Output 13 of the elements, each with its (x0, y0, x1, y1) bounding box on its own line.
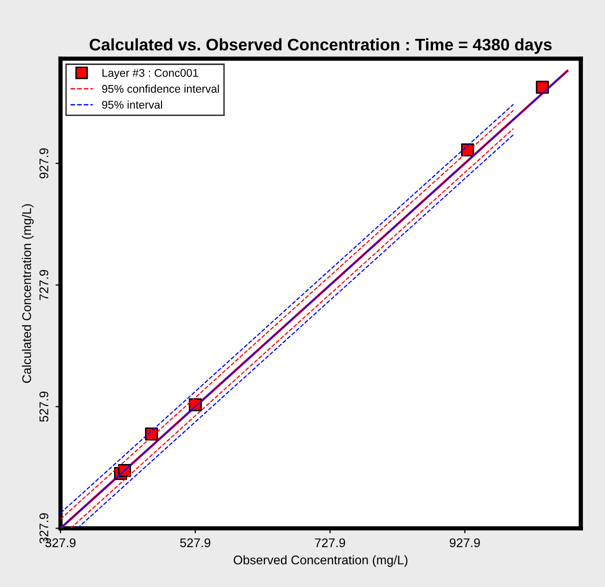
y-tick-label: 527.9 (39, 392, 48, 422)
chart-title: Calculated vs. Observed Concentration : Time = 4380 days (90, 38, 552, 54)
x-tick-label: 927.9 (450, 538, 480, 548)
x-tick-label: 527.9 (180, 538, 210, 548)
y-tick-label: 927.9 (39, 148, 48, 178)
y-axis-title: Calculated Concentration (mg/L) (22, 204, 34, 383)
point (536, 80, 549, 94)
x-tick-label: 727.9 (315, 538, 346, 548)
legend-label: Layer #3 : Conc001 (102, 68, 198, 80)
x-axis-title: Observed Concentration (mg/L) (234, 555, 408, 567)
y-tick-label: 727.9 (39, 270, 48, 300)
legend-label: 95% confidence interval (102, 84, 219, 93)
legend-label: 95% interval (102, 100, 162, 109)
